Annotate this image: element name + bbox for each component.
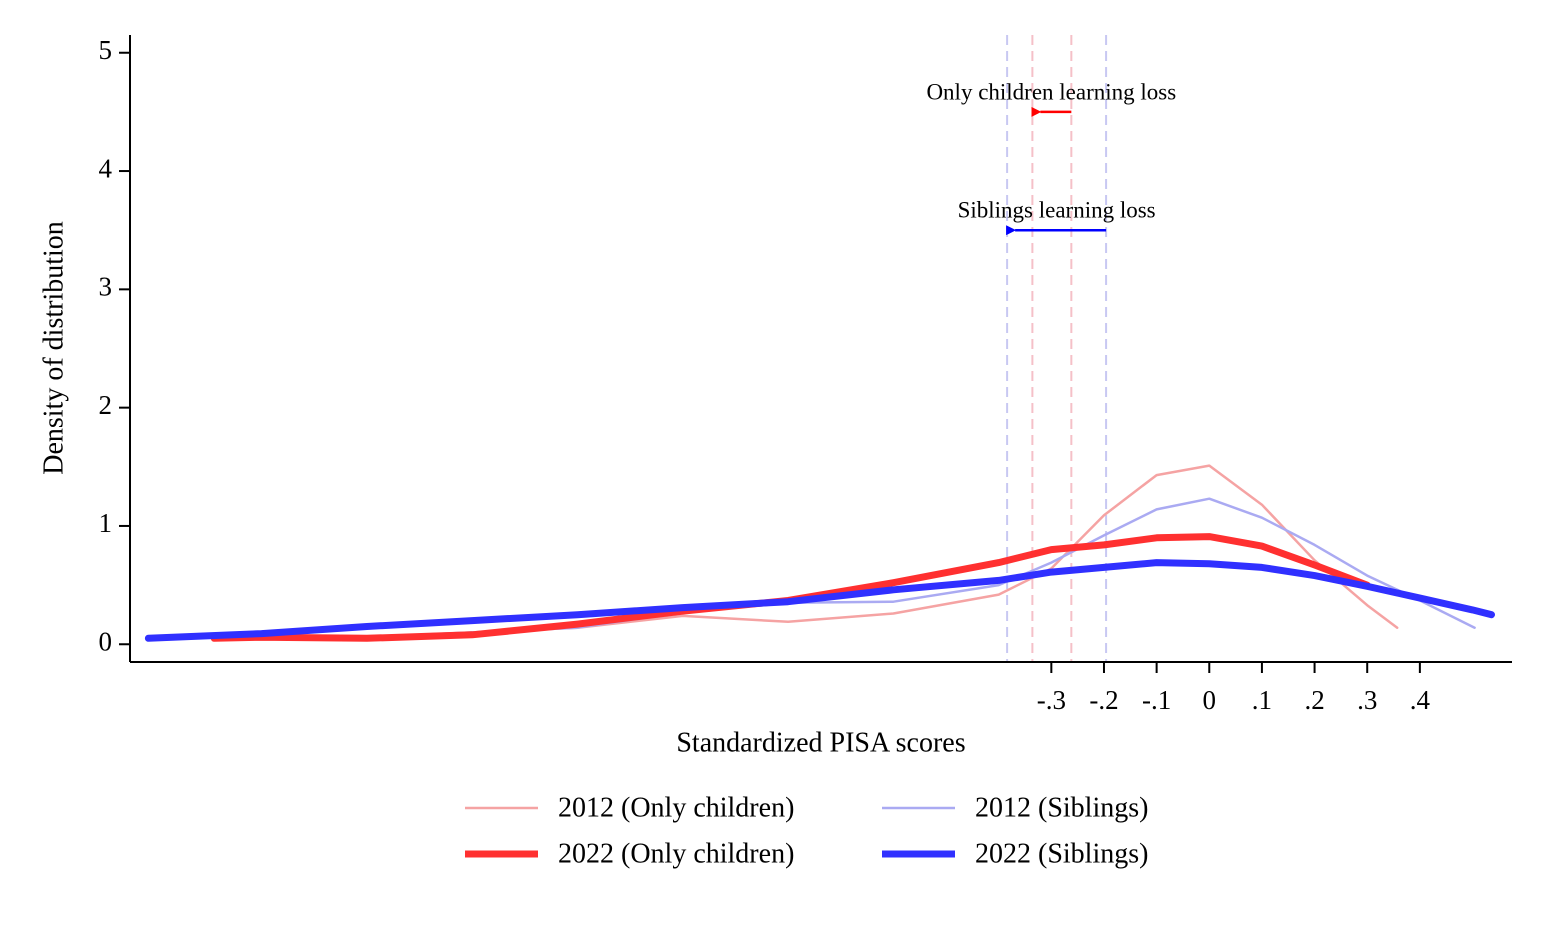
y-tick-label: 0 <box>99 626 113 656</box>
x-tick-label: .1 <box>1252 685 1272 715</box>
y-tick-label: 5 <box>99 35 113 65</box>
x-tick-label: .4 <box>1410 685 1431 715</box>
legend-label: 2022 (Only children) <box>558 838 794 869</box>
y-tick-label: 1 <box>99 508 113 538</box>
x-tick-label: 0 <box>1203 685 1217 715</box>
x-tick-label: .3 <box>1357 685 1377 715</box>
x-axis-label: Standardized PISA scores <box>676 727 965 758</box>
legend-label: 2012 (Only children) <box>558 792 794 823</box>
y-tick-label: 3 <box>99 272 113 302</box>
annotation: Siblings learning loss <box>958 198 1156 223</box>
annotation: Only children learning loss <box>926 79 1176 104</box>
density-line <box>418 464 1399 637</box>
y-tick-label: 4 <box>99 153 113 183</box>
x-tick-label: -.2 <box>1089 685 1118 715</box>
x-tick-label: .2 <box>1304 685 1324 715</box>
legend-label: 2022 (Siblings) <box>975 838 1148 869</box>
x-tick-label: -.3 <box>1037 685 1066 715</box>
x-tick-label: -.1 <box>1142 685 1171 715</box>
density-line <box>210 533 1371 642</box>
y-axis-label: Density of distribution <box>38 221 69 475</box>
density-line <box>144 559 1495 642</box>
y-tick-label: 2 <box>99 390 113 420</box>
legend-label: 2012 (Siblings) <box>975 792 1148 823</box>
